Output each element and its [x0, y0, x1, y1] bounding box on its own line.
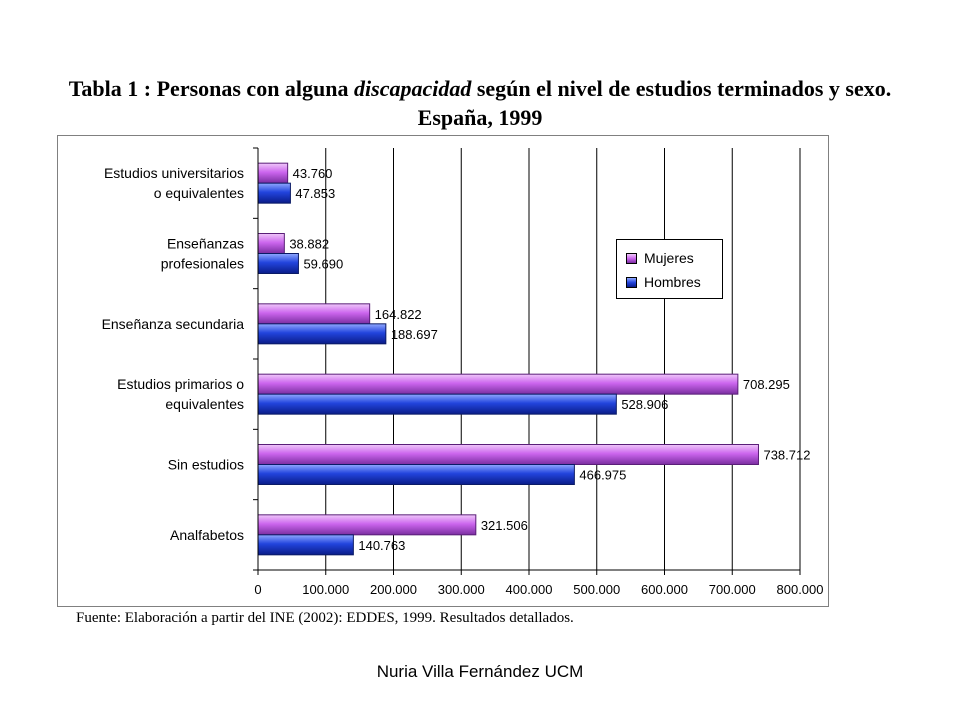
x-tick-label: 0: [254, 582, 261, 597]
data-label: 164.822: [375, 307, 422, 322]
x-tick-label: 800.000: [777, 582, 824, 597]
category-label: Analfabetos: [170, 527, 244, 543]
x-tick-label: 300.000: [438, 582, 485, 597]
legend-swatch-hombres: [626, 276, 637, 288]
x-tick-label: 400.000: [506, 582, 553, 597]
legend-label-hombres: Hombres: [644, 274, 701, 290]
chart-title: Tabla 1 : Personas con alguna discapacid…: [40, 74, 920, 132]
bar-mujeres: [257, 233, 285, 254]
bar-hombres: [257, 182, 291, 204]
legend-item-hombres: Hombres: [626, 273, 701, 291]
x-tick-label: 200.000: [370, 582, 417, 597]
title-part3: según el nivel de estudios terminados y …: [417, 76, 892, 130]
bar-mujeres: [257, 303, 371, 325]
x-tick-label: 700.000: [709, 582, 756, 597]
data-label: 321.506: [481, 518, 528, 533]
chart-legend: Mujeres Hombres: [616, 239, 723, 299]
category-label: Estudios universitarios: [104, 165, 244, 181]
category-label: o equivalentes: [154, 185, 244, 201]
bar-mujeres: [257, 373, 739, 395]
title-part2: discapacidad: [354, 76, 472, 101]
category-label: Estudios primarios o: [117, 376, 244, 392]
source-note: Fuente: Elaboración a partir del INE (20…: [76, 610, 574, 626]
title-part1: Tabla 1 : Personas con alguna: [68, 76, 355, 101]
grid-layer: [325, 148, 801, 570]
bars-layer: [257, 162, 759, 556]
bar-hombres: [257, 534, 354, 556]
category-label: equivalentes: [165, 396, 244, 412]
axis-layer: 0 100.000 200.000 300.000 400.000 500.000 600.…: [102, 147, 824, 597]
footer-author: Nuria Villa Fernández UCM: [376, 662, 584, 681]
bar-mujeres: [257, 514, 477, 536]
data-label: 738.712: [763, 448, 810, 463]
category-label: Sin estudios: [168, 457, 244, 473]
data-label: 466.975: [579, 468, 626, 483]
bar-mujeres: [257, 444, 759, 465]
category-label: profesionales: [161, 256, 244, 272]
bar-mujeres: [257, 162, 289, 184]
bar-chart: 43.760 47.853 38.882 59.690 164.822 188.697 70…: [102, 147, 824, 597]
bar-hombres: [257, 393, 617, 415]
data-label: 140.763: [358, 538, 405, 553]
x-tick-label: 500.000: [573, 582, 620, 597]
bar-hombres: [257, 464, 575, 485]
category-label: Enseñanzas: [167, 236, 244, 252]
x-tick-label: 100.000: [302, 582, 349, 597]
data-label: 43.760: [293, 166, 333, 181]
legend-label-mujeres: Mujeres: [644, 250, 694, 266]
legend-item-mujeres: Mujeres: [626, 249, 694, 267]
labels-layer: 43.760 47.853 38.882 59.690 164.822 188.697 70…: [289, 166, 810, 553]
x-tick-label: 600.000: [641, 582, 688, 597]
data-label: 47.853: [295, 186, 335, 201]
chart-area: 43.760 47.853 38.882 59.690 164.822 188.697 70…: [57, 135, 829, 607]
data-label: 528.906: [621, 397, 668, 412]
category-label: Enseñanza secundaria: [102, 316, 245, 332]
bar-hombres: [257, 323, 387, 345]
data-label: 708.295: [743, 377, 790, 392]
data-label: 188.697: [391, 327, 438, 342]
legend-swatch-mujeres: [626, 252, 637, 264]
data-label: 38.882: [289, 237, 329, 252]
bar-hombres: [257, 253, 299, 274]
data-label: 59.690: [303, 257, 343, 272]
